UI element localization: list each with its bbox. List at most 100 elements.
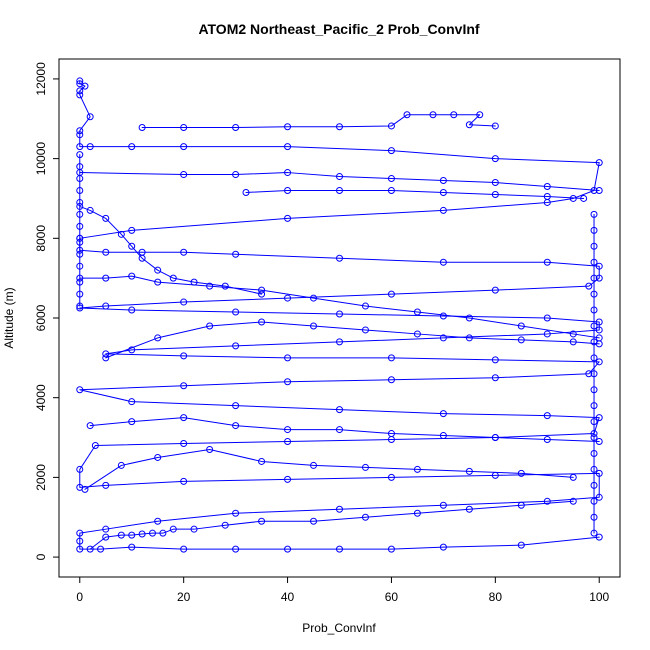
data-point: [595, 493, 603, 501]
data-point: [180, 440, 188, 448]
series-7: [102, 318, 603, 362]
data-point: [76, 91, 84, 99]
data-point: [543, 258, 551, 266]
data-point: [128, 418, 136, 426]
data-point: [491, 122, 499, 130]
data-point: [590, 290, 598, 298]
x-tick-label: 60: [385, 590, 399, 604]
data-point: [284, 438, 292, 446]
series-9: [81, 445, 577, 493]
chart-title: ATOM2 Northeast_Pacific_2 Prob_ConvInf: [198, 21, 479, 37]
data-point: [491, 434, 499, 442]
data-point: [169, 525, 177, 533]
data-point: [284, 214, 292, 222]
data-point: [284, 169, 292, 177]
data-point: [543, 192, 551, 200]
data-point: [543, 314, 551, 322]
data-point: [595, 414, 603, 422]
data-point: [284, 426, 292, 434]
data-point: [76, 529, 84, 537]
data-point: [102, 533, 110, 541]
series-line: [141, 114, 496, 129]
x-tick-label: 20: [177, 590, 191, 604]
data-point: [284, 354, 292, 362]
data-point: [476, 111, 484, 119]
data-point: [517, 469, 525, 477]
data-point: [81, 485, 89, 493]
data-point: [590, 418, 598, 426]
data-point: [258, 290, 266, 298]
data-point: [102, 248, 110, 256]
data-point: [336, 338, 343, 346]
data-point: [403, 111, 411, 119]
data-point: [590, 513, 598, 521]
data-point: [138, 254, 146, 262]
data-point: [76, 77, 84, 85]
data-point: [76, 186, 84, 194]
data-point: [590, 434, 598, 442]
data-point: [149, 529, 156, 537]
data-point: [336, 254, 343, 262]
data-point: [76, 302, 84, 310]
data-point: [128, 398, 136, 406]
data-point: [232, 250, 240, 258]
data-point: [128, 346, 136, 354]
data-point: [76, 198, 84, 206]
data-point: [76, 545, 84, 553]
data-point: [465, 505, 473, 513]
data-point: [154, 517, 162, 525]
data-point: [180, 477, 188, 485]
series-line: [79, 275, 600, 339]
data-point: [102, 354, 110, 362]
data-point: [465, 467, 473, 475]
data-point: [590, 386, 598, 394]
data-point: [159, 529, 167, 537]
data-point: [128, 226, 136, 234]
x-tick-label: 80: [489, 590, 503, 604]
data-point: [590, 210, 598, 218]
data-point: [258, 286, 266, 294]
data-point: [86, 422, 94, 430]
data-point: [221, 521, 229, 529]
data-point: [154, 334, 162, 342]
data-point: [102, 302, 110, 310]
data-point: [76, 386, 84, 394]
series-line: [89, 417, 600, 443]
data-point: [590, 306, 598, 314]
data-point: [590, 402, 598, 410]
y-tick-label: 12000: [34, 62, 48, 96]
data-point: [206, 282, 214, 290]
data-point: [232, 124, 240, 132]
data-point: [206, 445, 214, 453]
data-point: [413, 465, 421, 473]
data-point: [76, 131, 84, 139]
data-point: [258, 517, 266, 525]
y-tick-label: 8000: [34, 225, 48, 252]
data-point: [590, 529, 598, 537]
data-point: [284, 186, 292, 194]
x-tick-label: 100: [589, 590, 609, 604]
data-point: [76, 278, 84, 286]
data-point: [76, 127, 84, 135]
data-point: [387, 122, 395, 130]
data-point: [232, 509, 240, 517]
data-point: [76, 175, 84, 183]
data-point: [258, 457, 266, 465]
data-point: [361, 463, 369, 471]
data-point: [232, 171, 240, 179]
data-point: [590, 449, 598, 457]
data-point: [361, 513, 369, 521]
data-point: [595, 469, 603, 477]
data-point: [128, 543, 136, 551]
y-tick-label: 6000: [34, 304, 48, 331]
series-line: [79, 80, 600, 550]
data-point: [102, 214, 110, 222]
data-point: [590, 242, 598, 250]
data-point: [517, 336, 525, 344]
series-line: [105, 321, 600, 359]
data-point: [310, 322, 318, 330]
data-point: [590, 338, 598, 346]
data-point: [465, 334, 473, 342]
data-point: [590, 274, 598, 282]
data-point: [190, 525, 198, 533]
